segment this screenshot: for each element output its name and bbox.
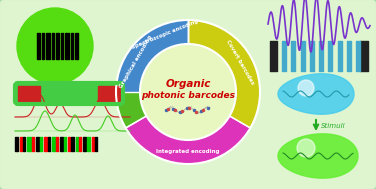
Text: photonic barcodes: photonic barcodes — [141, 91, 235, 101]
Polygon shape — [116, 20, 188, 92]
Circle shape — [297, 139, 315, 157]
Polygon shape — [116, 20, 188, 128]
Circle shape — [25, 41, 95, 111]
Text: Covert barcodes: Covert barcodes — [225, 39, 255, 85]
Polygon shape — [126, 116, 250, 164]
Circle shape — [250, 25, 370, 145]
Polygon shape — [278, 134, 358, 178]
Circle shape — [141, 45, 235, 139]
Text: Stimuli: Stimuli — [321, 123, 346, 129]
Polygon shape — [278, 74, 354, 114]
Polygon shape — [188, 20, 260, 128]
Text: Integrated encoding: Integrated encoding — [156, 149, 220, 154]
Circle shape — [275, 50, 345, 120]
Circle shape — [48, 0, 328, 189]
Circle shape — [88, 0, 288, 189]
Circle shape — [220, 0, 376, 175]
Circle shape — [17, 8, 93, 84]
Circle shape — [0, 16, 120, 136]
Text: Spectroscopic encoding: Spectroscopic encoding — [131, 19, 199, 50]
Circle shape — [298, 80, 314, 96]
Circle shape — [128, 35, 248, 154]
Text: Organic: Organic — [165, 79, 211, 89]
Circle shape — [0, 0, 150, 166]
Text: Graphical encoding: Graphical encoding — [119, 35, 153, 89]
FancyBboxPatch shape — [15, 83, 123, 104]
